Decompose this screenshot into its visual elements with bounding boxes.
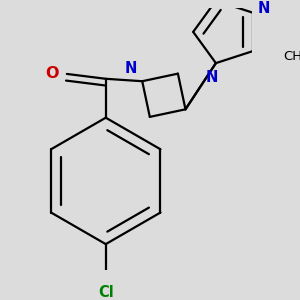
Text: CH₃: CH₃ xyxy=(283,50,300,63)
Text: N: N xyxy=(125,61,137,76)
Text: Cl: Cl xyxy=(98,285,114,300)
Text: O: O xyxy=(45,66,58,81)
Text: N: N xyxy=(206,70,218,86)
Text: N: N xyxy=(257,2,270,16)
